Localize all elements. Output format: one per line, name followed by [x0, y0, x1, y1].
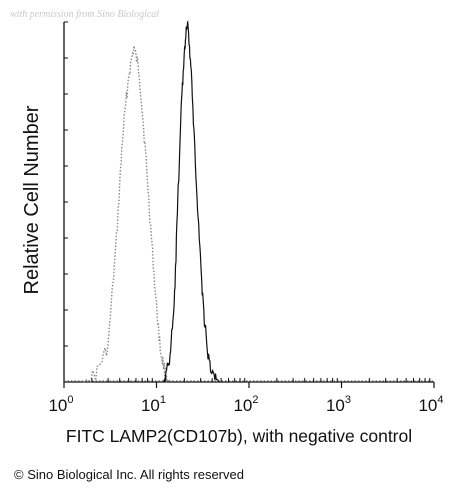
x-tick-label: 102: [233, 394, 258, 415]
y-axis-label: Relative Cell Number: [21, 105, 43, 294]
x-axis-label: FITC LAMP2(CD107b), with negative contro…: [66, 426, 412, 446]
x-tick-label: 104: [418, 394, 443, 415]
negative-control-histogram: [82, 45, 171, 383]
watermark-text: with permission from Sino Biological: [10, 9, 160, 20]
x-tick-label: 101: [141, 394, 166, 415]
x-tick-label: 103: [326, 394, 351, 415]
copyright-text: © Sino Biological Inc. All rights reserv…: [14, 467, 244, 482]
lamp2-histogram: [163, 21, 220, 383]
x-tick-label: 100: [48, 394, 73, 415]
